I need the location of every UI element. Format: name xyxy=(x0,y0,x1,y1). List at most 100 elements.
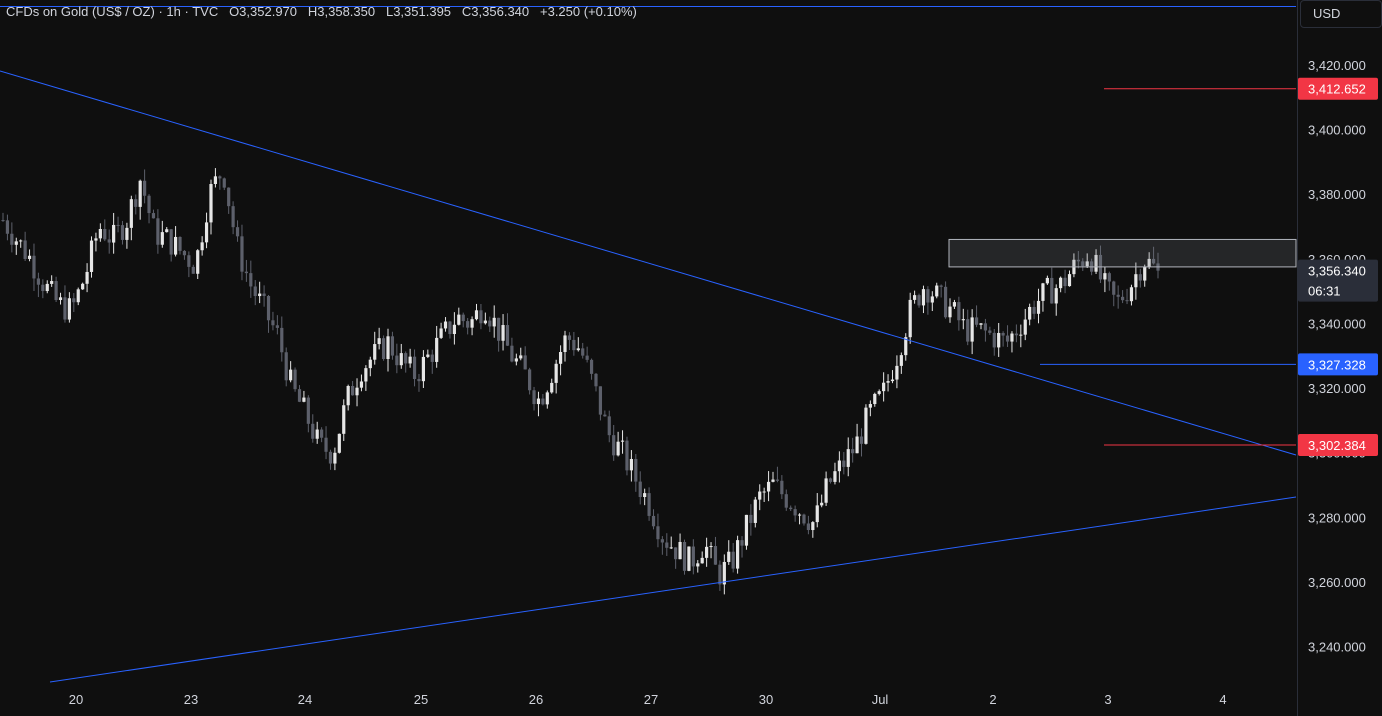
candle-body xyxy=(629,458,633,471)
candle-body xyxy=(443,321,448,329)
candle-body xyxy=(19,240,23,242)
candle-body xyxy=(182,250,187,256)
candle-body xyxy=(311,423,315,439)
candle-body xyxy=(740,540,744,546)
candle-body xyxy=(674,547,678,560)
price-axis-tick: 3,400.000 xyxy=(1308,123,1366,138)
candle-body xyxy=(395,355,399,366)
time-axis-tick: 20 xyxy=(69,692,83,707)
candle-body xyxy=(266,295,271,321)
candle-body xyxy=(820,502,824,506)
candle-body xyxy=(939,285,943,287)
currency-button[interactable]: USD xyxy=(1300,0,1382,28)
candle-body xyxy=(696,563,700,567)
candle-body xyxy=(603,414,607,417)
candle-body xyxy=(576,348,580,351)
candle-body xyxy=(36,278,41,285)
candle-body xyxy=(550,382,554,393)
candle-body xyxy=(735,540,740,569)
candle-body xyxy=(771,479,775,482)
ohlc-high: H3,358.350 xyxy=(307,4,376,19)
price-axis-tick: 3,340.000 xyxy=(1308,316,1366,331)
candle-body xyxy=(890,379,895,382)
candle-body xyxy=(837,460,841,472)
candle-body xyxy=(324,437,328,452)
price-tags: 3,412.652 3,327.328 3,302.384 3,356.340 06:3… xyxy=(1298,77,1378,456)
candle-body xyxy=(594,373,598,387)
candle-body xyxy=(1094,254,1098,272)
candle-body xyxy=(364,368,368,382)
ohlc-low: L3,351.395 xyxy=(385,4,452,19)
candle-body xyxy=(204,222,209,243)
candle-body xyxy=(377,338,381,345)
drawings xyxy=(0,70,1297,683)
candle-body xyxy=(213,176,218,185)
candle-body xyxy=(151,213,156,219)
candle-body xyxy=(165,229,169,233)
candle-body xyxy=(917,295,921,306)
price-axis-tick: 3,260.000 xyxy=(1308,575,1366,590)
candle-body xyxy=(766,481,771,492)
candle-body xyxy=(275,325,279,328)
candle-body xyxy=(435,337,439,362)
candle-body xyxy=(160,232,164,245)
candle-body xyxy=(470,319,474,328)
candle-body xyxy=(656,526,660,540)
candle-body xyxy=(262,293,266,296)
last-price-label: 3,356.340 xyxy=(1308,264,1366,279)
candle-body xyxy=(988,330,992,333)
candle-body xyxy=(620,440,625,442)
descending-trendline[interactable] xyxy=(0,70,1297,456)
candle-body xyxy=(41,284,45,292)
ohlc-open: O3,352.970 xyxy=(229,4,298,19)
candle-body xyxy=(284,352,288,381)
candle-body xyxy=(390,336,395,356)
candle-body xyxy=(116,224,120,226)
candle-body xyxy=(488,320,492,327)
candle-body xyxy=(129,199,133,228)
price-tag xyxy=(1298,433,1378,456)
candle-body xyxy=(156,218,160,245)
candle-body xyxy=(355,387,359,396)
candle-body xyxy=(607,416,611,436)
source-label: TVC xyxy=(192,4,219,19)
ohlc-change: +3.250 (+0.10%) xyxy=(540,4,637,19)
candle-body xyxy=(85,271,89,284)
candle-body xyxy=(302,397,306,402)
candle-body xyxy=(758,491,762,500)
candle-body xyxy=(408,356,412,364)
candle-body xyxy=(1143,266,1147,281)
candle-body xyxy=(253,286,257,297)
candle-body xyxy=(647,493,651,516)
candle-body xyxy=(474,310,479,320)
candle-body xyxy=(1134,274,1138,288)
candle-body xyxy=(634,458,638,482)
candle-body xyxy=(948,306,952,318)
candle-body xyxy=(178,236,182,251)
candle-body xyxy=(859,436,864,444)
candle-body xyxy=(665,542,669,548)
candle-body xyxy=(1151,258,1156,264)
candle-body xyxy=(1076,259,1080,262)
candle-body xyxy=(815,505,819,523)
candle-body xyxy=(492,317,496,327)
time-axis-tick: 23 xyxy=(184,692,198,707)
candle-body xyxy=(505,325,510,346)
interval-label[interactable]: 1h xyxy=(166,4,181,19)
candle-body xyxy=(554,363,558,383)
candle-body xyxy=(1036,300,1041,314)
candle-body xyxy=(209,184,213,223)
candle-body xyxy=(497,317,501,341)
candle-body xyxy=(67,298,71,320)
symbol-name[interactable]: CFDs on Gold (US$ / OZ) xyxy=(6,4,155,19)
candle-body xyxy=(678,541,682,560)
candle-body xyxy=(709,546,713,548)
ascending-trendline[interactable] xyxy=(49,496,1297,683)
time-axis-tick: 24 xyxy=(298,692,312,707)
resistance-zone[interactable] xyxy=(948,238,1297,268)
candle-body xyxy=(337,433,341,453)
candle-body xyxy=(346,385,350,406)
candle-body xyxy=(828,478,833,482)
ohlc-close: C3,356.340 xyxy=(461,4,530,19)
